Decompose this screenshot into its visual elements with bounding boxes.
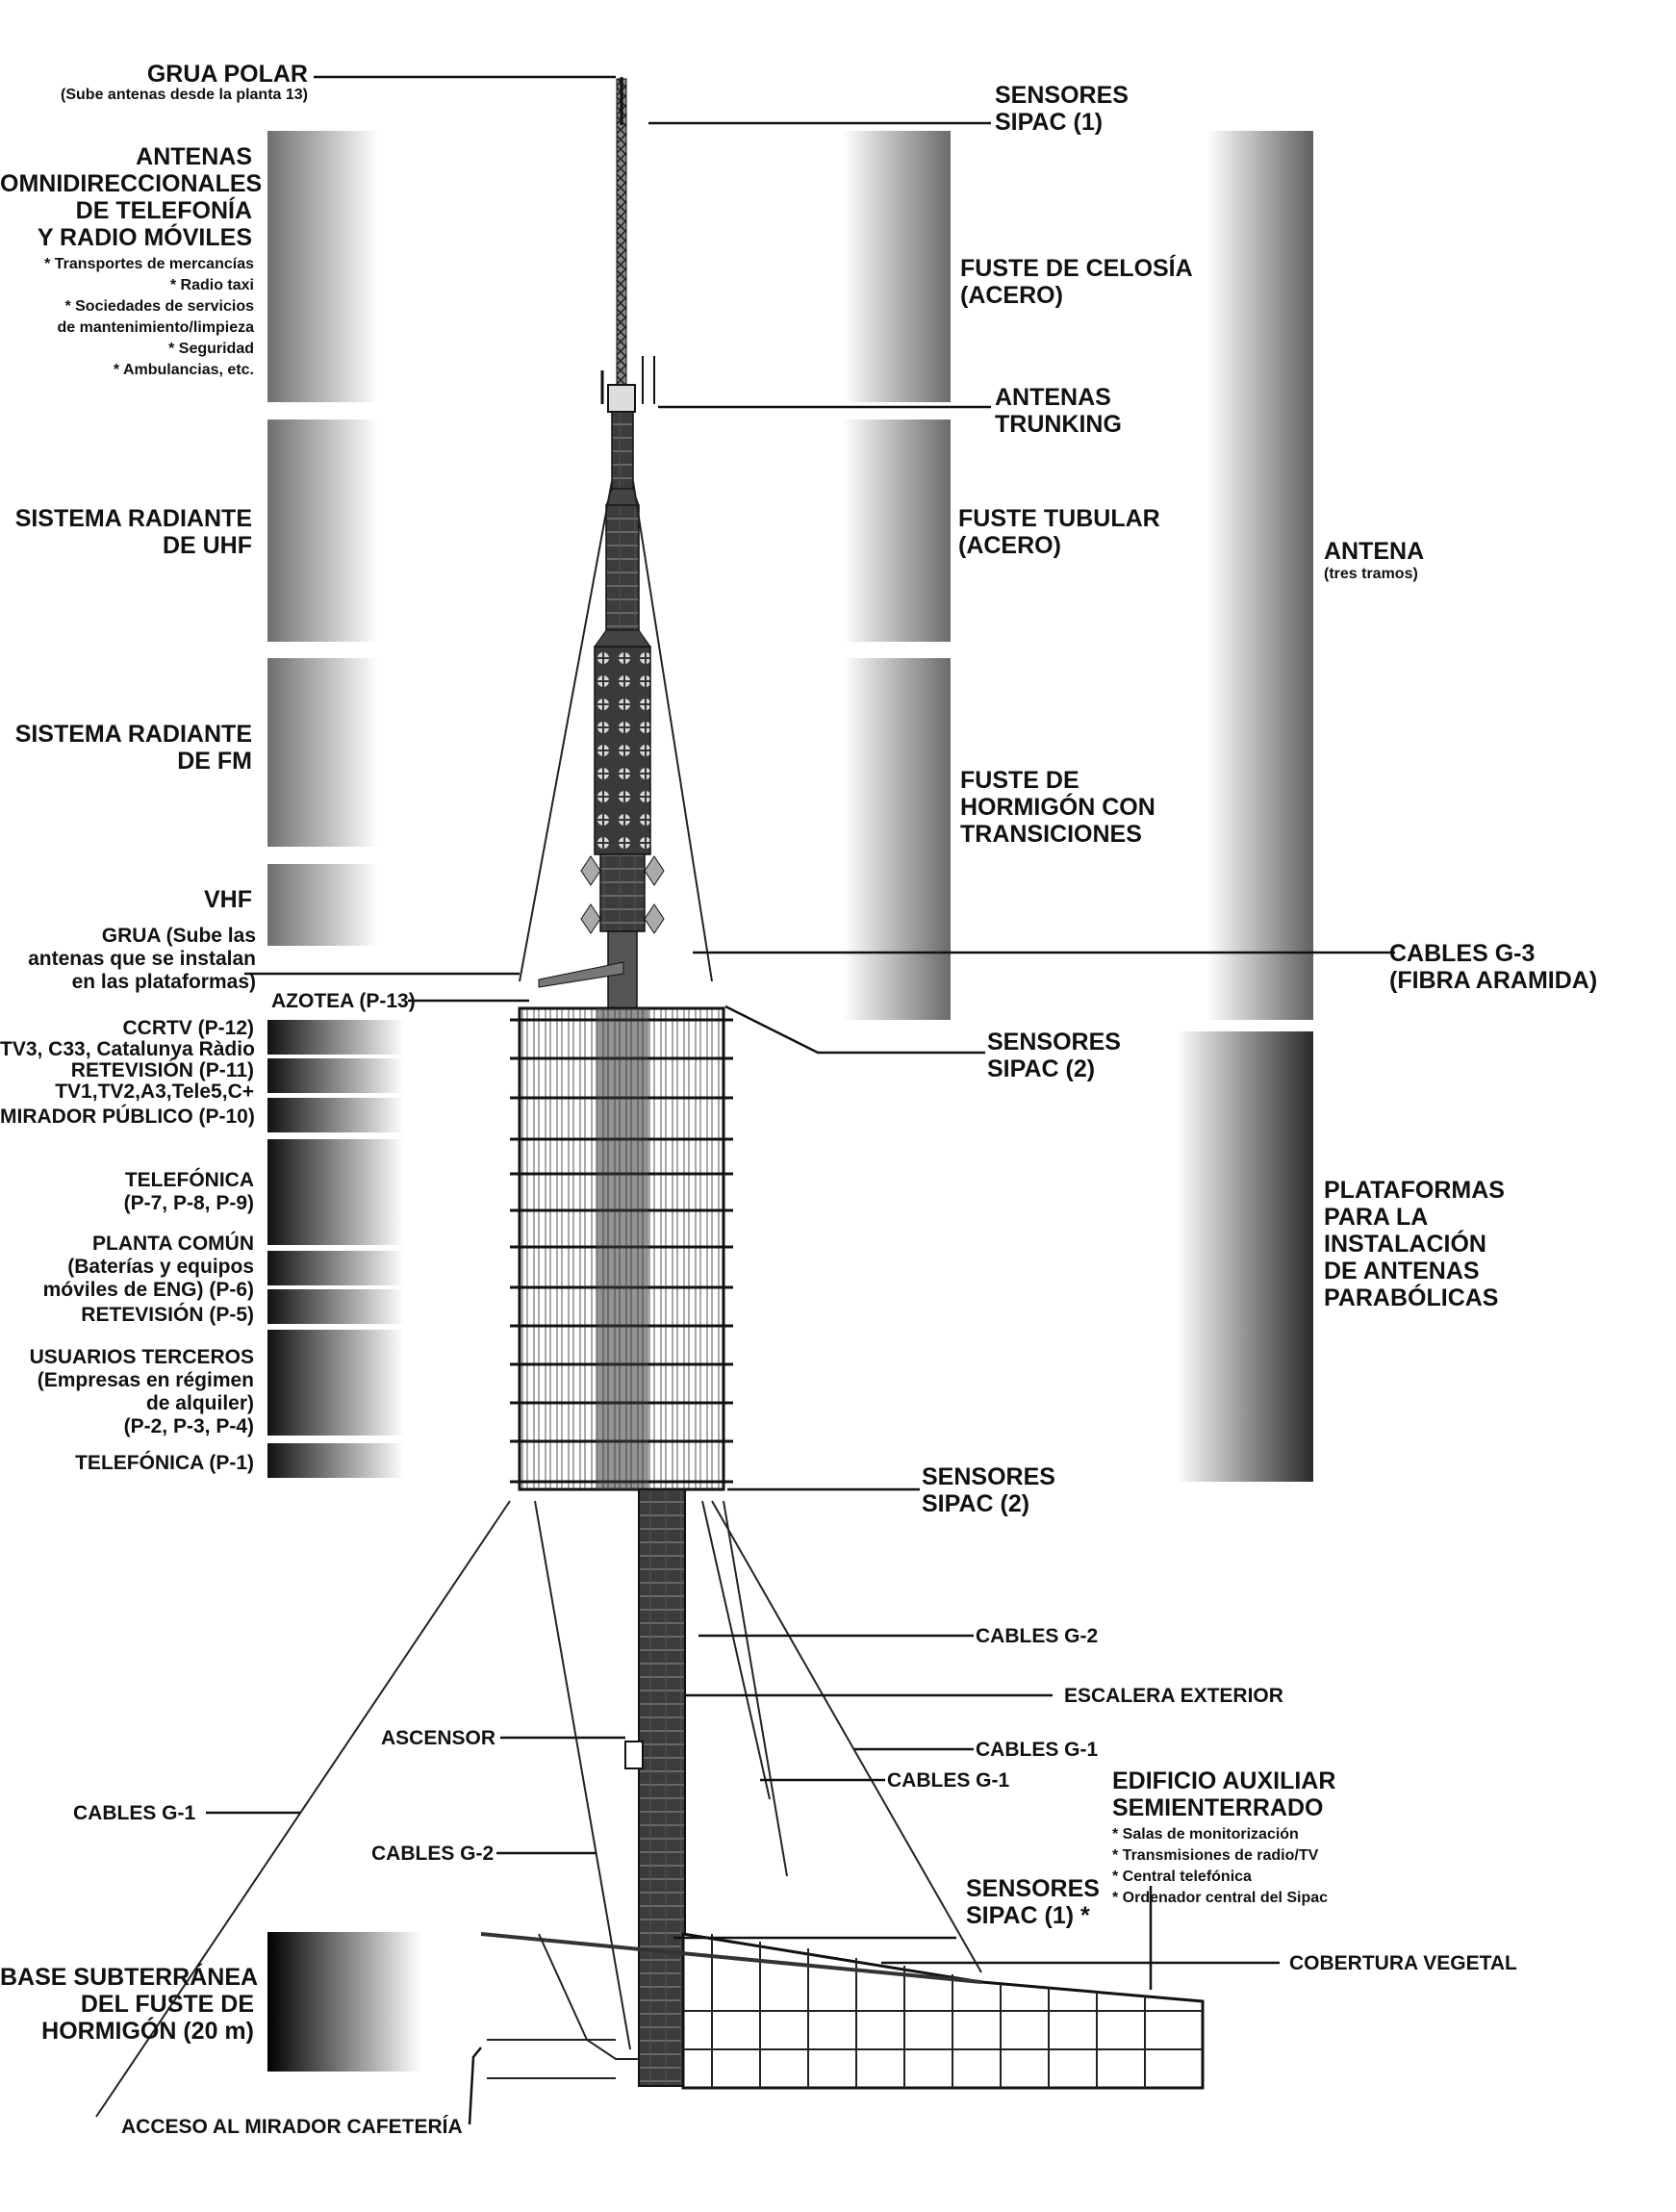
trunking-2: TRUNKING [995,411,1122,438]
antena-label-1: ANTENA [1324,538,1425,565]
antenas-omni-title-3: DE TELEFONÍA [75,197,252,224]
base-subterranea-2: DEL FUSTE DE [80,1991,254,2018]
antenas-omni-title-1: ANTENAS [136,143,252,170]
grua-polar-title: GRUA POLAR [146,61,308,88]
plataformas-2: PARA LA [1324,1204,1429,1231]
cables-g3-1: CABLES G-3 [1389,940,1536,967]
p11-label-2: TV1,TV2,A3,Tele5,C+ [55,1081,254,1103]
cables-g3-2: (FIBRA ARAMIDA) [1389,967,1598,994]
tubular-2: (ACERO) [958,532,1061,559]
sipac2b-1: SENSORES [922,1463,1055,1490]
hormigon-2: HORMIGÓN CON [960,794,1155,821]
omni-item: * Sociedades de servicios [64,298,254,315]
sipac1-top-1: SENSORES [995,82,1129,109]
tubular-1: FUSTE TUBULAR [958,505,1160,532]
cables-g1-left: CABLES G-1 [73,1802,196,1824]
plataformas-1: PLATAFORMAS [1324,1177,1505,1204]
sipac1-top-2: SIPAC (1) [995,109,1104,136]
usuarios-label-3: de alquiler) [145,1392,254,1414]
edificio-item: * Transmisiones de radio/TV [1112,1847,1319,1864]
grua-label-1: GRUA (Sube las [101,925,256,947]
telefonica-label-2: (P-7, P-8, P-9) [123,1192,254,1214]
edificio-item: * Central telefónica [1112,1869,1252,1885]
uhf-label-2: DE UHF [162,532,252,559]
cables-g1-mid: CABLES G-1 [887,1769,1010,1792]
azotea-label: AZOTEA (P-13) [271,990,416,1012]
p12-label-1: CCRTV (P-12) [122,1017,254,1039]
usuarios-label-1: USUARIOS TERCEROS [29,1346,254,1368]
p11-label-1: RETEVISIÓN (P-11) [70,1059,254,1081]
omni-item: de mantenimiento/limpieza [57,319,254,336]
hormigon-1: FUSTE DE [960,767,1079,794]
p5-label: RETEVISIÓN (P-5) [81,1304,254,1326]
cobertura-vegetal: COBERTURA VEGETAL [1289,1952,1517,1974]
trunking-1: ANTENAS [995,384,1111,411]
antenas-omni-title-2: OMNIDIRECCIONALES [0,170,263,197]
sipac1-bottom-1: SENSORES [966,1875,1100,1902]
usuarios-label-2: (Empresas en régimen [37,1369,254,1391]
p12-label-2: TV3, C33, Catalunya Ràdio [0,1038,255,1060]
cables-g1-right: CABLES G-1 [976,1739,1099,1761]
plataformas-3: INSTALACIÓN [1324,1231,1486,1258]
grua-label-3: en las plataformas) [71,971,256,993]
antenas-omni-title-4: Y RADIO MÓVILES [37,224,252,251]
planta-comun-label-1: PLANTA COMÚN [92,1233,254,1255]
fm-label-2: DE FM [177,748,252,775]
uhf-label-1: SISTEMA RADIANTE [14,505,252,532]
escalera-exterior: ESCALERA EXTERIOR [1064,1685,1283,1707]
grua-label-2: antenas que se instalan [28,948,256,970]
sipac2b-2: SIPAC (2) [922,1490,1030,1517]
edificio-auxiliar-2: SEMIENTERRADO [1112,1794,1324,1821]
edificio-item: * Salas de monitorización [1112,1826,1299,1843]
omni-item: * Transportes de mercancías [44,256,254,272]
planta-comun-label-2: (Baterías y equipos [67,1256,254,1278]
celosia-2: (ACERO) [960,282,1063,309]
sipac2a-2: SIPAC (2) [987,1055,1096,1082]
sipac2a-1: SENSORES [987,1029,1121,1055]
p10-label: MIRADOR PÚBLICO (P-10) [0,1106,255,1128]
celosia-1: FUSTE DE CELOSÍA [960,255,1193,282]
antena-label-2: (tres tramos) [1324,566,1418,582]
vhf-label: VHF [204,886,252,913]
telefonica-label-1: TELEFÓNICA [124,1169,254,1191]
usuarios-label-4: (P-2, P-3, P-4) [123,1415,254,1437]
cables-g2-left: CABLES G-2 [371,1843,495,1865]
acceso-mirador: ACCESO AL MIRADOR CAFETERÍA [121,2116,463,2138]
fm-label-1: SISTEMA RADIANTE [14,721,252,748]
base-subterranea-3: HORMIGÓN (20 m) [41,2018,254,2045]
edificio-item: * Ordenador central del Sipac [1112,1890,1329,1906]
hormigon-3: TRANSICIONES [960,821,1142,848]
plataformas-4: DE ANTENAS [1324,1258,1480,1284]
omni-item: * Seguridad [168,341,254,357]
ascensor-label: ASCENSOR [381,1727,496,1749]
omni-item: * Ambulancias, etc. [113,362,254,378]
omni-item: * Radio taxi [169,277,254,293]
cables-g2-right: CABLES G-2 [976,1625,1099,1647]
plataformas-5: PARABÓLICAS [1324,1284,1499,1311]
edificio-auxiliar-1: EDIFICIO AUXILIAR [1112,1767,1336,1794]
p1-label: TELEFÓNICA (P-1) [75,1452,254,1474]
grua-polar-sub: (Sube antenas desde la planta 13) [61,87,308,103]
sipac1-bottom-2: SIPAC (1) * [966,1902,1090,1929]
planta-comun-label-3: móviles de ENG) (P-6) [42,1279,254,1301]
base-subterranea-1: BASE SUBTERRÁNEA [0,1964,259,1991]
